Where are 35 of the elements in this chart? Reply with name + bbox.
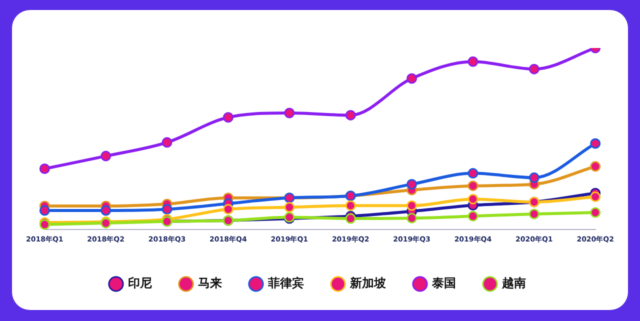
point (590, 191, 601, 202)
point (528, 172, 540, 183)
point (406, 200, 418, 211)
point (406, 178, 418, 190)
legend-label: 印尼 (128, 276, 152, 290)
legend-label: 马来 (198, 276, 222, 290)
point (162, 204, 172, 215)
point (406, 212, 418, 224)
point (222, 204, 234, 215)
point (590, 138, 601, 149)
point (468, 210, 478, 222)
point (345, 110, 356, 120)
point (406, 73, 418, 84)
point (100, 150, 112, 162)
point (590, 207, 601, 218)
point (222, 112, 234, 123)
point (284, 108, 295, 118)
point (468, 56, 478, 67)
point (100, 205, 112, 216)
legend-label: 新加坡 (349, 276, 387, 290)
legend-label: 越南 (501, 276, 526, 290)
point (345, 213, 356, 224)
point (468, 194, 478, 204)
legend-label: 菲律宾 (267, 276, 304, 290)
point (528, 208, 540, 220)
point (590, 161, 601, 172)
legend-label: 泰国 (431, 276, 456, 290)
point (468, 168, 478, 179)
point (468, 180, 478, 192)
point (39, 164, 50, 174)
point (162, 137, 172, 148)
point (528, 64, 540, 74)
point (39, 205, 50, 216)
point (345, 200, 356, 211)
point (284, 202, 295, 213)
